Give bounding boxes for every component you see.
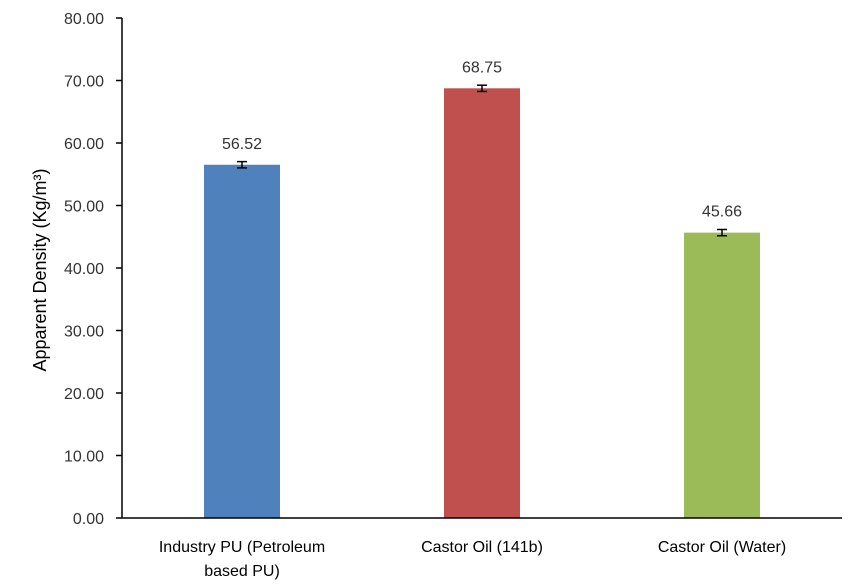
x-category-label: Castor Oil (Water) (658, 539, 786, 556)
bars (204, 88, 760, 518)
y-tick-label: 0.00 (73, 511, 104, 528)
bar (204, 164, 280, 518)
y-tick-label: 30.00 (64, 324, 104, 341)
y-axis-ticks: 0.00 10.00 20.00 30.00 40.00 50.00 60.00 70.00 8… (64, 11, 122, 528)
y-tick-label: 70.00 (64, 74, 104, 91)
bar (444, 88, 520, 518)
y-tick-label: 80.00 (64, 11, 104, 28)
x-category-label: Industry PU (Petroleum (159, 539, 325, 556)
error-bars (237, 84, 727, 237)
data-labels: 56.52 68.75 45.66 (222, 59, 742, 220)
data-label: 56.52 (222, 136, 262, 153)
y-tick-label: 40.00 (64, 261, 104, 278)
y-tick-label: 60.00 (64, 136, 104, 153)
x-axis-categories: Industry PU (Petroleum based PU) Castor Oi… (159, 539, 786, 580)
y-tick-label: 10.00 (64, 449, 104, 466)
data-label: 45.66 (702, 204, 742, 221)
y-axis-title: Apparent Density (Kg/m³) (30, 168, 50, 371)
x-category-label: based PU) (204, 563, 280, 580)
x-category-label: Castor Oil (141b) (421, 539, 543, 556)
data-label: 68.75 (462, 59, 502, 76)
y-tick-label: 50.00 (64, 199, 104, 216)
y-tick-label: 20.00 (64, 386, 104, 403)
bar (684, 232, 760, 518)
